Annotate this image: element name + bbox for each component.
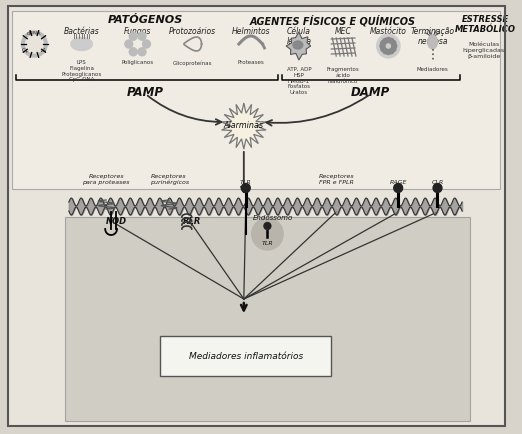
FancyBboxPatch shape (65, 217, 470, 421)
Text: AGENTES FÍSICOS E QUÍMICOS: AGENTES FÍSICOS E QUÍMICOS (250, 15, 416, 26)
Circle shape (394, 184, 402, 193)
Text: DAMP: DAMP (351, 86, 390, 99)
Polygon shape (221, 104, 266, 150)
Text: RAGE: RAGE (389, 180, 407, 184)
Circle shape (125, 41, 133, 49)
Circle shape (391, 47, 396, 53)
FancyBboxPatch shape (8, 7, 505, 426)
Text: Mediadores inflamatórios: Mediadores inflamatórios (188, 352, 303, 361)
Text: LPS
Flagelina
Proteoglicanos
CpG DNA: LPS Flagelina Proteoglicanos CpG DNA (62, 60, 102, 82)
Circle shape (129, 49, 137, 57)
Text: dRNA
rRNA
rRNA
CpG DNA: dRNA rRNA rRNA CpG DNA (22, 31, 46, 53)
Circle shape (138, 49, 146, 57)
Circle shape (391, 41, 396, 46)
Text: Moléculas
hiperglicadas
β-amiloide: Moléculas hiperglicadas β-amiloide (462, 42, 505, 59)
Circle shape (21, 32, 47, 58)
Circle shape (433, 184, 442, 193)
Text: ESTRESSE
METABÓLICO: ESTRESSE METABÓLICO (455, 15, 516, 34)
Circle shape (389, 49, 394, 55)
Text: Glicoproteínas: Glicoproteínas (173, 60, 212, 66)
Ellipse shape (71, 39, 92, 51)
Text: Protozoários: Protozoários (169, 27, 216, 36)
Text: Proteases: Proteases (238, 60, 264, 65)
Circle shape (383, 39, 388, 44)
Text: PAMP: PAMP (127, 86, 164, 99)
Circle shape (129, 33, 137, 41)
Text: RLR: RLR (183, 217, 201, 226)
Text: NOD: NOD (105, 217, 126, 226)
FancyBboxPatch shape (12, 12, 501, 190)
Text: CLR: CLR (431, 180, 444, 184)
Polygon shape (286, 33, 311, 61)
Text: Fragmentos
ácido
hialurônico: Fragmentos ácido hialurônico (327, 67, 360, 83)
Ellipse shape (428, 36, 437, 50)
Text: TLR: TLR (240, 180, 252, 184)
Text: Terminação
nervosa: Terminação nervosa (411, 27, 455, 46)
Text: Fungos: Fungos (124, 27, 151, 36)
Text: Alarminas: Alarminas (224, 121, 264, 130)
Circle shape (252, 218, 283, 250)
Circle shape (386, 50, 391, 56)
Circle shape (26, 36, 43, 54)
Text: Célula
lesada: Célula lesada (287, 27, 312, 46)
Ellipse shape (293, 42, 303, 50)
Circle shape (383, 49, 388, 55)
Circle shape (389, 39, 394, 44)
Text: PATÓGENOS: PATÓGENOS (108, 15, 183, 25)
Circle shape (381, 41, 386, 46)
Text: Receptores
purinérgicos: Receptores purinérgicos (149, 173, 188, 184)
Text: Endossomo: Endossomo (253, 214, 293, 220)
Circle shape (143, 41, 150, 49)
FancyBboxPatch shape (160, 336, 331, 376)
Text: MEC: MEC (335, 27, 351, 36)
Text: Receptores
para proteases: Receptores para proteases (82, 174, 130, 184)
Text: Mediadores: Mediadores (417, 67, 448, 72)
Text: TLR: TLR (262, 240, 274, 246)
Text: Helmintos: Helmintos (231, 27, 270, 36)
Circle shape (264, 223, 271, 230)
Text: ATP, ADP
HSP
HMGB-1
Fosfatos
Uratos: ATP, ADP HSP HMGB-1 Fosfatos Uratos (287, 67, 311, 95)
Circle shape (386, 39, 391, 43)
Text: Bactérias: Bactérias (64, 27, 100, 36)
Text: Mastócito: Mastócito (370, 27, 407, 36)
Circle shape (380, 44, 385, 49)
Circle shape (376, 35, 400, 59)
Circle shape (241, 184, 250, 193)
Text: Receptores
FPR e FPLR: Receptores FPR e FPLR (318, 174, 354, 184)
Text: Poliglicanos: Poliglicanos (122, 60, 153, 65)
Circle shape (381, 47, 386, 53)
Circle shape (138, 33, 146, 41)
Circle shape (392, 44, 397, 49)
